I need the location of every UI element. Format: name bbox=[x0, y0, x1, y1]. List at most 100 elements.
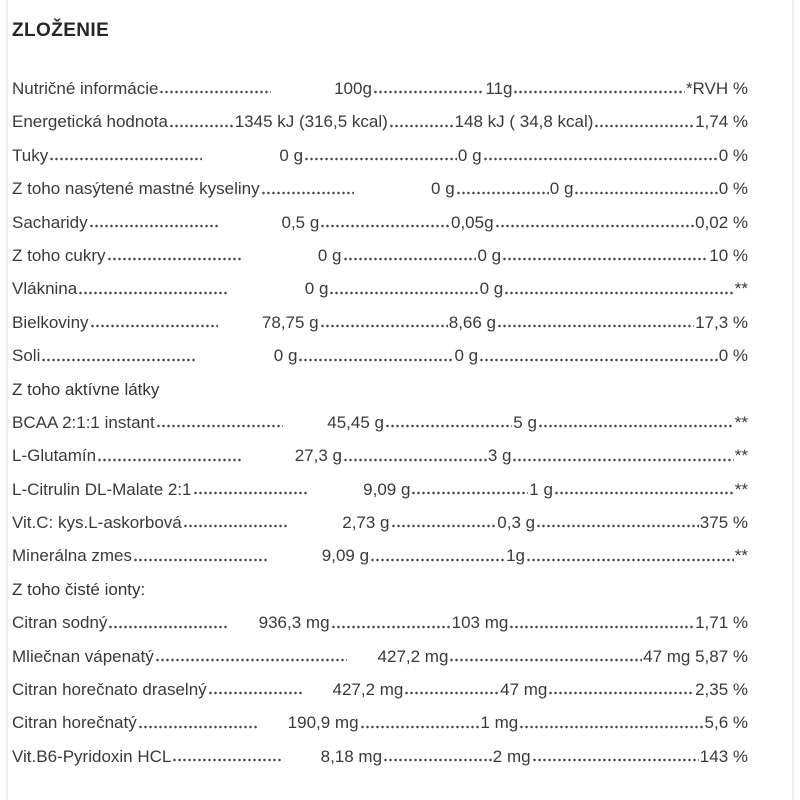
value-rvh-percent: ** bbox=[734, 546, 749, 566]
dot-leader bbox=[512, 456, 734, 463]
dot-leader bbox=[320, 222, 450, 229]
value-per-100g: 0 g bbox=[279, 145, 304, 165]
value-per-100g: 427,2 mg bbox=[377, 646, 449, 666]
nutrition-table: Nutričné informácie 100g 11g *RVH % Energeti… bbox=[12, 72, 748, 773]
dot-leader bbox=[159, 89, 271, 96]
row-label: Vit.B6-Pyridoxin HCL bbox=[12, 746, 172, 766]
value-per-11g: 148 kJ ( 34,8 kcal) bbox=[454, 112, 594, 132]
row-label: Citran horečnatý bbox=[12, 713, 137, 733]
dot-leader bbox=[207, 690, 303, 697]
value-rvh-percent: 5,6 % bbox=[704, 713, 749, 733]
value-per-100g: 8,18 mg bbox=[320, 746, 383, 766]
table-row: Mliečnan vápenatý 427,2 mg 47 mg 5,87 % bbox=[12, 640, 748, 673]
dot-leader bbox=[594, 122, 695, 129]
dot-leader bbox=[88, 222, 219, 229]
dot-leader bbox=[411, 490, 529, 497]
value-per-100g: 0,5 g bbox=[281, 212, 320, 232]
dot-leader bbox=[383, 757, 492, 764]
dot-leader bbox=[97, 456, 241, 463]
dot-leader bbox=[342, 256, 477, 263]
dot-leader bbox=[154, 657, 348, 664]
value-per-100g: 45,45 g bbox=[327, 412, 384, 432]
dot-leader bbox=[497, 323, 695, 330]
table-row: Nutričné informácie 100g 11g *RVH % bbox=[12, 72, 748, 105]
value-per-11g: 47 mg bbox=[500, 680, 548, 700]
dot-leader bbox=[509, 623, 695, 630]
value-per-11g: 0,3 g bbox=[497, 513, 536, 533]
row-label: Z toho aktívne látky bbox=[12, 379, 160, 399]
table-row: Bielkoviny 78,75 g 8,66 g 17,3 % bbox=[12, 306, 748, 339]
value-rvh-percent: 10 % bbox=[709, 245, 748, 265]
dot-leader bbox=[537, 423, 734, 430]
dot-leader bbox=[260, 189, 354, 196]
value-per-11g: 11g bbox=[485, 79, 513, 98]
dot-leader bbox=[298, 356, 454, 363]
table-row: Vit.B6-Pyridoxin HCL 8,18 mg 2 mg 143 % bbox=[12, 740, 748, 773]
row-label: Minerálna zmes bbox=[12, 546, 132, 566]
dot-leader bbox=[372, 89, 485, 96]
table-row: Minerálna zmes 9,09 g 1g ** bbox=[12, 539, 748, 572]
row-label: L-Glutamín bbox=[12, 446, 97, 466]
table-row: Z toho cukry 0 g 0 g 10 % bbox=[12, 239, 748, 272]
value-rvh-percent: 2,35 % bbox=[695, 680, 749, 700]
row-label: Bielkoviny bbox=[12, 312, 89, 332]
dot-leader bbox=[319, 323, 448, 330]
value-per-11g: 0,05g bbox=[450, 212, 494, 232]
table-row: Energetická hodnota 1345 kJ (316,5 kcal) 1… bbox=[12, 105, 748, 138]
row-label: Z toho cukry bbox=[12, 245, 106, 265]
table-row: Tuky 0 g 0 g 0 % bbox=[12, 139, 748, 172]
row-label: Z toho nasýtené mastné kyseliny bbox=[12, 179, 260, 199]
dot-leader bbox=[155, 423, 283, 430]
dot-leader bbox=[78, 289, 228, 296]
row-label: Citran sodný bbox=[12, 613, 108, 633]
dot-leader bbox=[137, 723, 258, 730]
dot-leader bbox=[548, 690, 695, 697]
value-per-100g: 9,09 g bbox=[321, 546, 370, 566]
dot-leader bbox=[404, 690, 500, 697]
value-rvh-percent: 17,3 % bbox=[695, 312, 748, 332]
section-heading-row: Z toho aktívne látky bbox=[12, 373, 748, 406]
value-per-100g: 936,3 mg bbox=[258, 613, 330, 633]
table-row: L-Citrulin DL-Malate 2:1 9,09 g 1 g ** bbox=[12, 473, 748, 506]
dot-leader bbox=[192, 490, 310, 497]
scan-edge-left bbox=[6, 0, 8, 800]
dot-leader bbox=[106, 256, 241, 263]
dot-leader bbox=[574, 189, 718, 196]
dot-leader bbox=[330, 623, 451, 630]
scan-edge-right bbox=[792, 0, 794, 800]
value-per-11g: 0 g bbox=[454, 346, 479, 366]
value-rvh-percent: ** bbox=[734, 279, 748, 299]
value-rvh-percent: 1,74 % bbox=[695, 112, 748, 132]
dot-leader bbox=[168, 122, 234, 129]
table-row: Sacharidy 0,5 g 0,05g 0,02 % bbox=[12, 206, 748, 239]
value-per-11g: 1g bbox=[506, 546, 526, 566]
value-per-11g: 0 g bbox=[477, 245, 502, 265]
value-per-11g: 3 g bbox=[487, 446, 512, 466]
dot-leader bbox=[502, 256, 709, 263]
value-per-100g: 2,73 g bbox=[342, 513, 390, 533]
row-label: Citran horečnato draselný bbox=[12, 680, 207, 700]
value-per-11g: 2 mg bbox=[492, 746, 531, 766]
dot-leader bbox=[385, 423, 513, 430]
value-per-11g: 47 mg 5,87 % bbox=[643, 646, 749, 666]
row-label: Mliečnan vápenatý bbox=[12, 646, 154, 666]
value-per-11g: 103 mg bbox=[451, 613, 509, 633]
dot-leader bbox=[531, 757, 699, 764]
row-label: Vit.C: kys.L-askorbová bbox=[12, 513, 182, 533]
value-per-11g: 5 g bbox=[513, 412, 537, 432]
dot-leader bbox=[479, 356, 718, 363]
dot-leader bbox=[553, 490, 734, 497]
value-rvh-percent: 0,02 % bbox=[695, 212, 748, 232]
value-rvh-percent: ** bbox=[734, 412, 748, 432]
value-per-100g: 1345 kJ (316,5 kcal) bbox=[234, 112, 388, 132]
value-rvh-percent: ** bbox=[734, 479, 748, 499]
value-per-100g: 0 g bbox=[431, 179, 455, 199]
table-row: Vit.C: kys.L-askorbová 2,73 g 0,3 g 375 % bbox=[12, 506, 748, 539]
dot-leader bbox=[41, 356, 197, 363]
table-row: Soli 0 g 0 g 0 % bbox=[12, 339, 748, 372]
row-label: BCAA 2:1:1 instant bbox=[12, 412, 155, 432]
dot-leader bbox=[108, 623, 229, 630]
value-per-100g: 9,09 g bbox=[363, 479, 411, 499]
row-label: Nutričné informácie bbox=[12, 79, 159, 98]
